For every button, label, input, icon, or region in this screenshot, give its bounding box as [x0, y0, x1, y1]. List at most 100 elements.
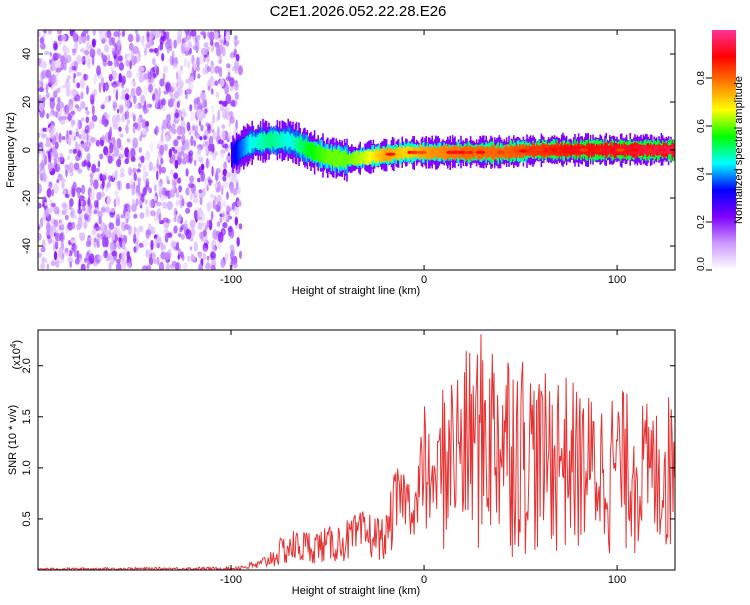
- noise-blob: [208, 219, 213, 231]
- ridge-cell: [337, 155, 340, 162]
- noise-blob: [221, 46, 226, 57]
- noise-blob: [50, 260, 56, 267]
- noise-blob: [80, 48, 86, 53]
- noise-blob: [217, 221, 221, 228]
- noise-blob: [138, 242, 144, 248]
- noise-blob: [92, 228, 97, 235]
- ridge-cell: [231, 149, 233, 161]
- ridge-cell: [376, 152, 378, 161]
- ridge-cell: [654, 146, 657, 153]
- noise-blob: [115, 196, 120, 207]
- noise-blob: [115, 218, 121, 227]
- noise-blob: [185, 168, 189, 177]
- noise-blob: [208, 143, 213, 152]
- ridge-cell: [491, 150, 493, 156]
- ridge-cell: [245, 141, 247, 151]
- noise-blob: [168, 148, 173, 159]
- ridge-cell: [474, 149, 477, 155]
- ridge-cell: [351, 155, 353, 164]
- noise-blob: [102, 236, 107, 248]
- noise-blob: [105, 206, 110, 213]
- ridge-cell: [669, 146, 671, 155]
- noise-blob: [121, 89, 126, 98]
- noise-blob: [126, 53, 132, 58]
- noise-blob: [76, 82, 81, 89]
- ridge-cell: [315, 149, 317, 156]
- noise-blob: [104, 82, 109, 91]
- noise-blob: [39, 162, 45, 172]
- noise-blob: [215, 151, 219, 156]
- noise-blob: [65, 169, 68, 178]
- noise-blob: [129, 184, 134, 190]
- noise-blob: [227, 226, 233, 233]
- ridge-cell: [643, 146, 646, 153]
- noise-blob: [234, 216, 238, 226]
- ridge-cell: [247, 140, 250, 149]
- ridge-cell: [361, 154, 364, 160]
- noise-blob: [181, 255, 185, 261]
- noise-blob: [190, 30, 197, 37]
- noise-blob: [47, 161, 54, 172]
- noise-blob: [136, 168, 141, 173]
- noise-blob: [85, 110, 90, 116]
- ridge-cell: [353, 154, 355, 162]
- noise-blob: [101, 206, 106, 213]
- noise-blob: [171, 158, 176, 164]
- noise-blob: [59, 117, 66, 125]
- ridge-cell: [264, 136, 267, 146]
- ridge-cell: [277, 137, 280, 144]
- noise-blob: [108, 262, 112, 270]
- noise-blob: [187, 49, 192, 56]
- noise-blob: [134, 104, 140, 109]
- ridge-peak: [603, 148, 608, 152]
- noise-blob: [224, 252, 229, 262]
- ridge-cell: [489, 150, 491, 156]
- noise-blob: [176, 100, 180, 108]
- noise-blob: [215, 168, 221, 174]
- noise-blob: [214, 65, 221, 74]
- noise-blob: [53, 250, 58, 261]
- noise-blob: [122, 262, 128, 268]
- noise-blob: [80, 128, 85, 135]
- noise-blob: [76, 250, 80, 260]
- ridge-cell: [367, 154, 370, 161]
- noise-blob: [61, 136, 66, 141]
- noise-blob: [215, 91, 220, 99]
- noise-blob: [112, 88, 116, 94]
- noise-blob: [155, 126, 161, 133]
- noise-blob: [220, 39, 224, 49]
- noise-blob: [165, 135, 169, 143]
- noise-blob: [73, 135, 77, 141]
- ridge-cell: [549, 145, 551, 155]
- noise-blob: [46, 188, 52, 198]
- noise-blob: [217, 139, 224, 145]
- noise-blob: [67, 155, 70, 161]
- noise-blob: [185, 88, 192, 95]
- noise-blob: [38, 94, 42, 101]
- noise-blob: [69, 198, 74, 207]
- noise-blob: [193, 100, 200, 111]
- noise-blob: [214, 183, 218, 188]
- noise-blob: [76, 71, 82, 77]
- ridge-cell: [288, 135, 291, 146]
- noise-blob: [182, 223, 189, 231]
- noise-blob: [199, 232, 204, 240]
- noise-blob: [82, 205, 86, 212]
- noise-blob: [119, 133, 124, 138]
- noise-blob: [125, 218, 129, 224]
- ridge-cell: [312, 146, 315, 158]
- ridge-cell: [615, 145, 617, 155]
- noise-blob: [169, 97, 176, 103]
- y-tick-label: 20: [21, 96, 33, 108]
- noise-blob: [160, 35, 165, 41]
- ridge-cell: [258, 137, 261, 148]
- ridge-cell: [373, 152, 376, 159]
- noise-blob: [219, 78, 225, 87]
- noise-blob: [99, 153, 104, 160]
- noise-blob: [101, 52, 104, 59]
- noise-blob: [70, 239, 76, 244]
- noise-blob: [229, 244, 235, 252]
- noise-blob: [189, 219, 196, 229]
- noise-blob: [197, 222, 203, 231]
- ridge-cell: [357, 155, 359, 162]
